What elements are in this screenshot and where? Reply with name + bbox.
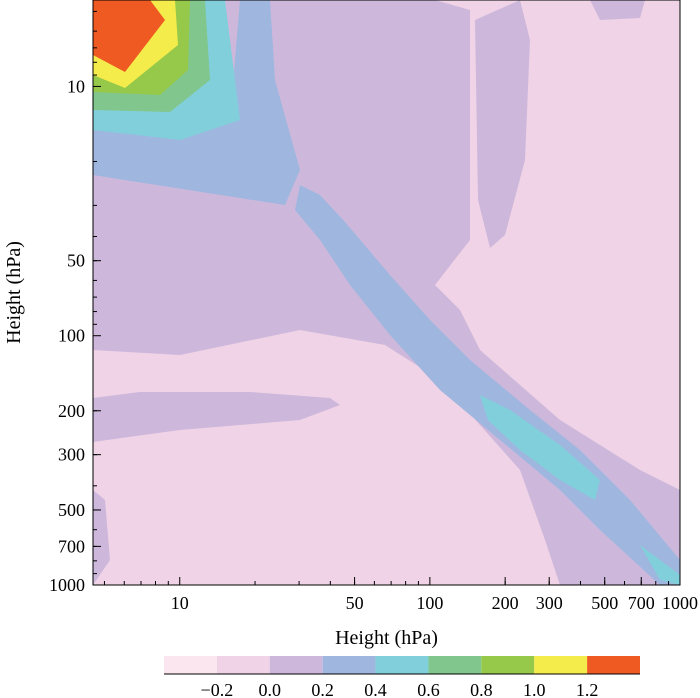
contour-region-left-edge [93,490,110,585]
x-tick-label: 50 [346,593,364,613]
contour-region-right-tongue [475,0,530,248]
colorbar: −0.2 0.0 0.2 0.4 0.6 0.8 1.0 1.2 [164,656,640,698]
y-tick-label: 1000 [49,575,85,595]
x-tick-label: 1000 [662,593,698,613]
colorbar-swatch [269,656,323,674]
contour-region-diagonal-core [480,395,600,500]
y-tick-label: 100 [58,326,85,346]
contour-region-peak-max [93,0,165,72]
axes: 10 50 100 200 300 500 700 1000 10 50 100 200 300 500 7… [49,0,698,613]
x-tick-label: 300 [536,593,563,613]
colorbar-tick-label: 1.0 [523,680,546,698]
y-tick-label: 200 [58,401,85,421]
colorbar-swatch [587,656,640,674]
colorbar-tick-label: 0.6 [417,680,440,698]
y-tick-label: 50 [67,251,85,271]
y-tick-label: 700 [58,536,85,556]
x-tick-label: 200 [492,593,519,613]
x-axis-title: Height (hPa) [335,627,438,649]
contour-region-lower-tongue [93,392,340,442]
colorbar-tick-label: 0.0 [259,680,282,698]
x-tick-label: 10 [171,593,189,613]
colorbar-tick-label: 0.8 [470,680,493,698]
colorbar-swatch [164,656,217,674]
y-tick-label: 500 [58,500,85,520]
y-tick-label: 300 [58,445,85,465]
colorbar-tick-label: 0.4 [364,680,387,698]
colorbar-swatch [481,656,535,674]
contour-region-upper-blue [93,0,300,205]
colorbar-swatch [216,656,270,674]
y-axis-title: Height (hPa) [3,241,25,344]
contour-region-corner-core [640,545,680,585]
colorbar-swatch [375,656,429,674]
colorbar-swatch [428,656,482,674]
y-tick-label: 10 [67,76,85,96]
x-tick-label: 100 [416,593,443,613]
colorbar-tick-label: −0.2 [201,680,234,698]
contour-region-top-right [590,0,645,20]
colorbar-tick-label: 1.2 [576,680,599,698]
x-tick-label: 700 [628,593,655,613]
contour-fills [93,0,680,585]
colorbar-swatch [322,656,376,674]
x-tick-label: 500 [591,593,618,613]
plot-frame [92,0,681,586]
plot-area [93,0,680,585]
colorbar-tick-label: 0.2 [311,680,334,698]
colorbar-swatch [534,656,588,674]
